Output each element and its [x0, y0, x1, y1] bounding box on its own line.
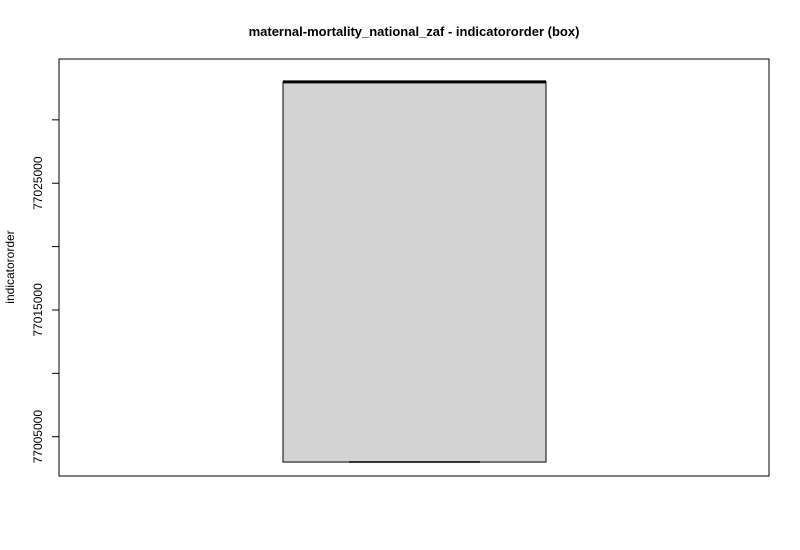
y-tick-label: 77005000	[31, 410, 45, 464]
y-tick-label: 77025000	[31, 156, 45, 210]
y-axis-label: indicatororder	[3, 230, 17, 303]
y-axis: 77005000 77015000 77025000	[31, 119, 59, 464]
y-tick-label: 77015000	[31, 283, 45, 337]
box-body	[282, 81, 547, 463]
chart-title: maternal-mortality_national_zaf - indica…	[249, 24, 580, 39]
box	[282, 80, 547, 463]
plot-frame	[58, 58, 770, 477]
